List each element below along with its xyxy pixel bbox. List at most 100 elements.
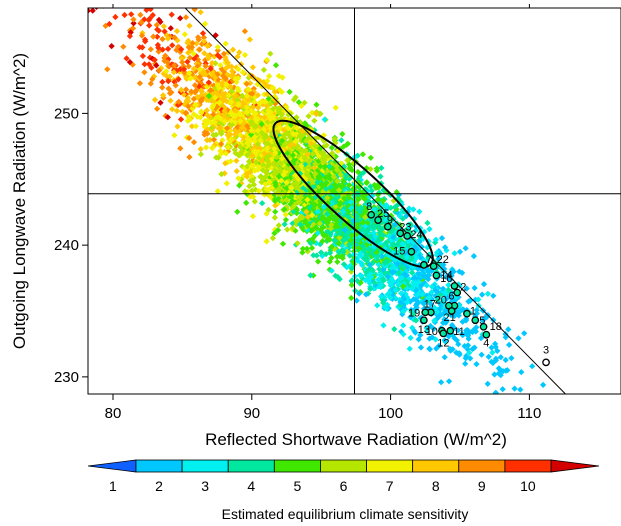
model-point-label: 1 xyxy=(470,306,476,318)
colorbar-over-arrow xyxy=(550,459,600,473)
scatter-point xyxy=(471,284,478,292)
scatter-point xyxy=(453,337,460,344)
scatter-point xyxy=(473,324,480,331)
scatter-point xyxy=(475,296,482,303)
colorbar-under-arrow xyxy=(87,459,137,473)
scatter-point xyxy=(400,322,407,329)
scatter-point xyxy=(539,381,547,389)
scatter-point xyxy=(199,30,207,37)
scatter-point xyxy=(233,167,240,175)
scatter-point xyxy=(332,104,339,111)
scatter-point xyxy=(186,54,194,61)
scatter-point xyxy=(407,334,414,342)
model-point-marker xyxy=(407,247,416,256)
scatter-point xyxy=(539,428,545,434)
scatter-point xyxy=(275,222,282,229)
scatter-point xyxy=(223,98,230,105)
scatter-point xyxy=(177,116,185,123)
model-point-label: 12 xyxy=(437,337,449,349)
scatter-point xyxy=(188,123,196,130)
scatter-point xyxy=(427,300,435,308)
scatter-point xyxy=(416,208,423,215)
scatter-point xyxy=(185,49,192,56)
scatter-point xyxy=(217,115,224,122)
scatter-point xyxy=(489,349,496,356)
y-axis-label: Outgoing Longwave Radiation (W/m^2) xyxy=(10,53,29,349)
scatter-point xyxy=(167,25,174,32)
scatter-point xyxy=(308,244,316,252)
model-point-marker xyxy=(420,316,428,325)
scatter-point xyxy=(184,39,191,46)
model-point-label: 20 xyxy=(435,295,447,307)
scatter-point xyxy=(438,234,446,242)
scatter-point xyxy=(207,65,214,72)
scatter-point xyxy=(121,11,128,19)
x-tick-label: 110 xyxy=(517,405,541,422)
x-tick-label: 100 xyxy=(378,405,403,422)
scatter-point xyxy=(380,266,387,273)
scatter-point xyxy=(272,62,280,69)
model-point-label: 4 xyxy=(483,338,489,350)
scatter-point xyxy=(521,330,528,337)
scatter-point xyxy=(202,62,209,70)
scatter-point xyxy=(169,42,176,49)
scatter-point xyxy=(184,58,191,65)
scatter-point xyxy=(454,327,462,334)
scatter-point xyxy=(154,33,161,40)
scatter-point xyxy=(159,78,166,86)
scatter-point xyxy=(278,177,285,184)
scatter-point xyxy=(273,189,280,197)
scatter-point xyxy=(216,53,223,61)
scatter-point xyxy=(529,363,536,370)
scatter-point xyxy=(141,69,148,76)
scatter-point xyxy=(137,11,144,19)
scatter-point xyxy=(104,66,111,73)
model-point-label: 25 xyxy=(377,208,389,220)
scatter-point xyxy=(195,36,202,43)
scatter-point xyxy=(400,331,407,338)
scatter-point xyxy=(463,352,470,360)
scatter-point xyxy=(167,97,174,104)
scatter-point xyxy=(182,14,190,21)
scatter-point xyxy=(250,85,258,92)
scatter-point xyxy=(397,290,405,297)
scatter-point xyxy=(462,245,469,252)
scatter-point xyxy=(286,88,293,96)
scatter-point xyxy=(464,342,472,349)
scatter-point xyxy=(145,61,153,68)
scatter-point xyxy=(458,269,466,277)
scatter-point xyxy=(406,345,413,352)
scatter-point xyxy=(469,345,476,353)
scatter-point xyxy=(238,92,246,99)
scatter-point xyxy=(491,371,498,378)
colorbar-segment xyxy=(273,459,321,473)
model-point-label: 14 xyxy=(440,269,452,281)
scatter-point xyxy=(492,389,500,394)
scatter-point xyxy=(249,64,257,71)
model-point-label: 18 xyxy=(490,321,502,333)
scatter-point xyxy=(445,281,452,289)
scatter-point xyxy=(289,224,296,232)
scatter-point xyxy=(314,258,322,265)
scatter-point xyxy=(197,9,204,16)
scatter-point xyxy=(462,317,470,324)
scatter-point xyxy=(141,61,148,68)
scatter-point xyxy=(490,292,497,299)
colorbar-tick-label: 5 xyxy=(293,478,301,494)
scatter-point xyxy=(484,380,491,388)
scatter-point xyxy=(282,216,290,223)
scatter-point xyxy=(456,248,464,255)
scatter-point xyxy=(250,193,257,200)
scatter-point xyxy=(191,8,198,13)
colorbar-tick-label: 3 xyxy=(201,478,209,494)
scatter-point xyxy=(573,396,579,402)
scatter-point xyxy=(463,285,470,292)
scatter-point xyxy=(473,306,480,314)
scatter-point xyxy=(371,279,378,286)
scatter-point xyxy=(238,112,245,119)
scatter-point xyxy=(188,88,195,95)
scatter-point xyxy=(435,342,443,349)
colorbar-segment xyxy=(135,459,183,473)
scatter-point xyxy=(157,99,164,106)
scatter-point xyxy=(263,238,270,245)
